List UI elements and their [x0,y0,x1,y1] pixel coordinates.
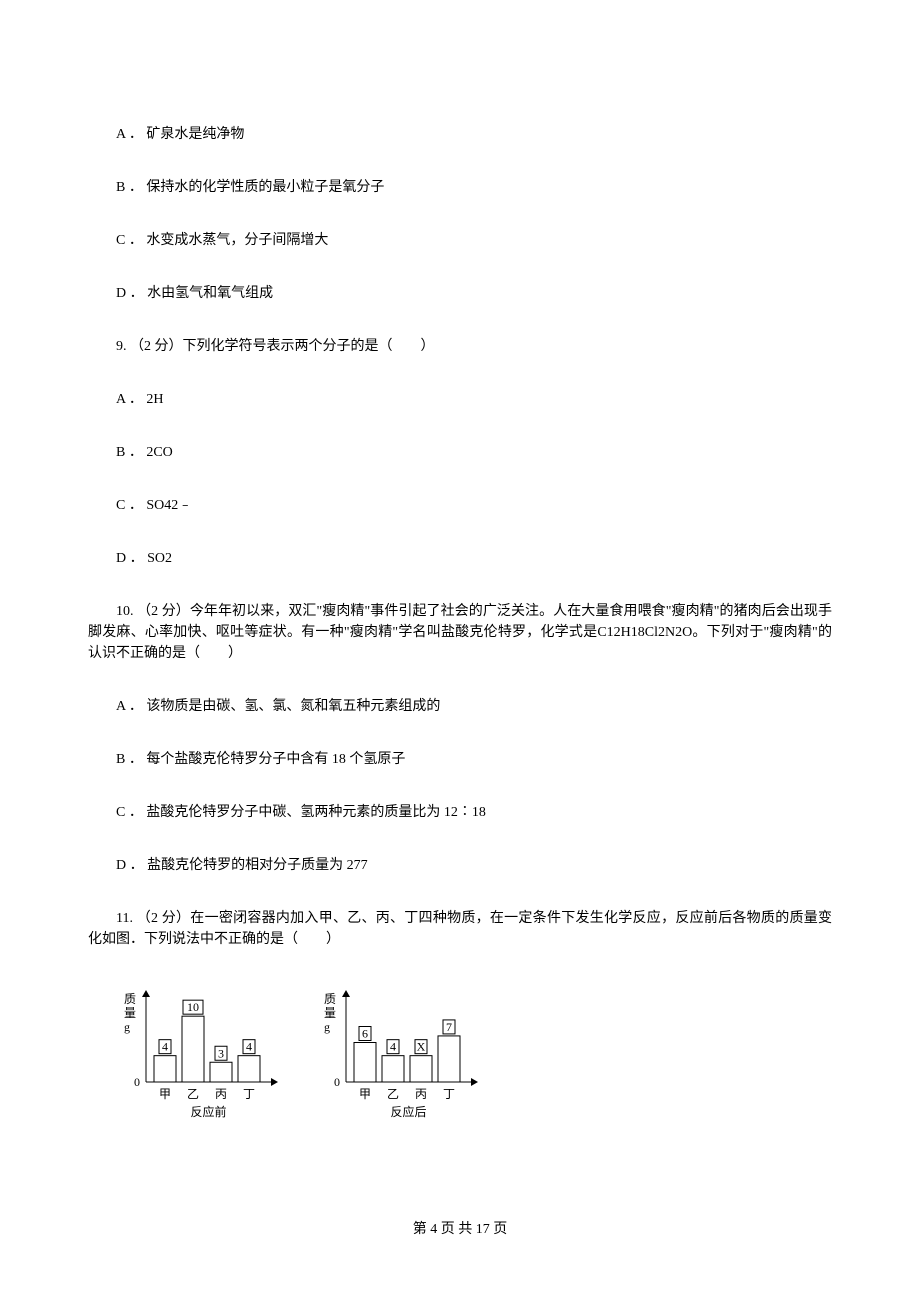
stem-text: 9. （2 分）下列化学符号表示两个分子的是（ ） [116,339,435,354]
page: A ． 矿泉水是纯净物 B ． 保持水的化学性质的最小粒子是氧分子 C ． 水变… [0,0,920,1302]
option-text: C ． 盐酸克伦特罗分子中碳、氢两种元素的质量比为 12∶18 [116,805,486,820]
svg-text:反应后: 反应后 [390,1104,426,1119]
svg-text:丁: 丁 [243,1087,255,1101]
q10-option-c: C ． 盐酸克伦特罗分子中碳、氢两种元素的质量比为 12∶18 [88,802,832,823]
svg-text:丙: 丙 [215,1087,227,1101]
option-text: B ． 保持水的化学性质的最小粒子是氧分子 [116,180,384,195]
svg-text:质: 质 [324,992,336,1006]
svg-text:丁: 丁 [443,1087,455,1101]
option-text: C ． 水变成水蒸气，分子间隔增大 [116,233,328,248]
option-text: D ． 盐酸克伦特罗的相对分子质量为 277 [116,858,368,873]
q9-option-d: D ． SO2 [88,548,832,569]
svg-text:0: 0 [334,1075,340,1089]
svg-text:丙: 丙 [415,1087,427,1101]
q8-option-a: A ． 矿泉水是纯净物 [88,124,832,145]
chart-after: 质量g 0 6 甲 4 乙 X 丙 7 丁反应后 [316,982,486,1122]
chart-before: 质量g 0 4 甲 10 乙 3 丙 4 丁反应前 [116,982,286,1122]
option-text: A ． 矿泉水是纯净物 [116,127,244,142]
svg-text:10: 10 [187,1000,199,1014]
option-text: B ． 每个盐酸克伦特罗分子中含有 18 个氢原子 [116,752,405,767]
svg-text:乙: 乙 [387,1087,399,1101]
svg-text:反应前: 反应前 [190,1104,226,1119]
option-text: B ． 2CO [116,445,173,460]
q10-option-b: B ． 每个盐酸克伦特罗分子中含有 18 个氢原子 [88,749,832,770]
svg-text:X: X [417,1040,426,1054]
option-text: C ． SO42﹣ [116,498,192,513]
svg-text:甲: 甲 [359,1087,371,1101]
svg-text:4: 4 [246,1040,252,1054]
stem-text: 11. （2 分）在一密闭容器内加入甲、乙、丙、丁四种物质，在一定条件下发生化学… [88,911,832,947]
svg-text:0: 0 [134,1075,140,1089]
svg-text:7: 7 [446,1020,452,1034]
svg-text:4: 4 [162,1040,168,1054]
charts-row: 质量g04甲10乙3丙4丁反应前 质量g06甲4乙X丙7丁反应后 [116,982,832,1122]
svg-text:量: 量 [324,1006,336,1020]
q9-option-c: C ． SO42﹣ [88,495,832,516]
q9-stem: 9. （2 分）下列化学符号表示两个分子的是（ ） [88,336,832,357]
q11-stem: 11. （2 分）在一密闭容器内加入甲、乙、丙、丁四种物质，在一定条件下发生化学… [88,908,832,950]
footer-text: 第 4 页 共 17 页 [413,1222,508,1237]
q9-option-a: A ． 2H [88,389,832,410]
stem-text: 10. （2 分）今年年初以来，双汇"瘦肉精"事件引起了社会的广泛关注。人在大量… [88,604,832,661]
svg-text:甲: 甲 [159,1087,171,1101]
svg-text:g: g [124,1020,130,1034]
q8-option-d: D ． 水由氢气和氧气组成 [88,283,832,304]
q10-stem: 10. （2 分）今年年初以来，双汇"瘦肉精"事件引起了社会的广泛关注。人在大量… [88,601,832,664]
q9-option-b: B ． 2CO [88,442,832,463]
svg-text:4: 4 [390,1040,396,1054]
q8-option-b: B ． 保持水的化学性质的最小粒子是氧分子 [88,177,832,198]
page-footer: 第 4 页 共 17 页 [0,1219,920,1240]
svg-text:6: 6 [362,1027,368,1041]
q10-option-d: D ． 盐酸克伦特罗的相对分子质量为 277 [88,855,832,876]
q10-option-a: A ． 该物质是由碳、氢、氯、氮和氧五种元素组成的 [88,696,832,717]
q8-option-c: C ． 水变成水蒸气，分子间隔增大 [88,230,832,251]
svg-text:g: g [324,1020,330,1034]
option-text: A ． 2H [116,392,163,407]
svg-text:量: 量 [124,1006,136,1020]
option-text: A ． 该物质是由碳、氢、氯、氮和氧五种元素组成的 [116,699,440,714]
option-text: D ． SO2 [116,551,172,566]
svg-text:3: 3 [218,1046,224,1060]
svg-text:质: 质 [124,992,136,1006]
svg-text:乙: 乙 [187,1087,199,1101]
option-text: D ． 水由氢气和氧气组成 [116,286,273,301]
